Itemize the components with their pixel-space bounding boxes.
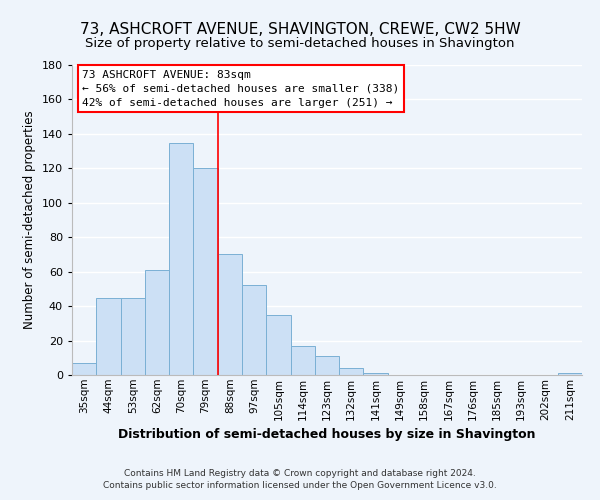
Bar (364, 374, 388, 375)
Text: Size of property relative to semi-detached houses in Shavington: Size of property relative to semi-detach… (85, 38, 515, 51)
Bar (339, 368, 364, 375)
Bar (193, 168, 218, 375)
Bar (218, 254, 242, 375)
Bar (290, 346, 315, 375)
Bar (72, 363, 96, 375)
Bar (96, 298, 121, 375)
Bar (145, 270, 169, 375)
Text: Contains HM Land Registry data © Crown copyright and database right 2024.: Contains HM Land Registry data © Crown c… (124, 468, 476, 477)
Bar (315, 356, 339, 375)
Bar (558, 374, 582, 375)
Text: 73 ASHCROFT AVENUE: 83sqm
← 56% of semi-detached houses are smaller (338)
42% of: 73 ASHCROFT AVENUE: 83sqm ← 56% of semi-… (82, 70, 400, 108)
Bar (266, 314, 290, 375)
Text: 73, ASHCROFT AVENUE, SHAVINGTON, CREWE, CW2 5HW: 73, ASHCROFT AVENUE, SHAVINGTON, CREWE, … (80, 22, 520, 38)
Text: Contains public sector information licensed under the Open Government Licence v3: Contains public sector information licen… (103, 481, 497, 490)
Bar (121, 298, 145, 375)
Y-axis label: Number of semi-detached properties: Number of semi-detached properties (23, 110, 36, 330)
X-axis label: Distribution of semi-detached houses by size in Shavington: Distribution of semi-detached houses by … (118, 428, 536, 441)
Bar (169, 142, 193, 375)
Bar (242, 286, 266, 375)
